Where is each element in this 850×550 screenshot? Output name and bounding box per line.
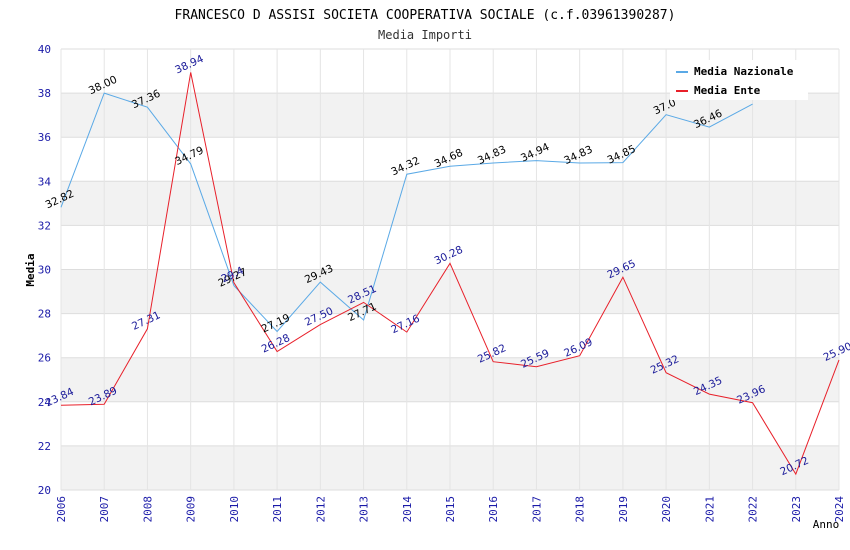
data-label-media-nazionale: 34.83 [562, 143, 594, 167]
chart-title: FRANCESCO D ASSISI SOCIETA COOPERATIVA S… [175, 8, 676, 23]
y-tick-label: 26 [38, 352, 51, 365]
x-tick-label: 2016 [487, 496, 500, 523]
x-axis-ticks: 2006 2007 2008 2009 2010 2011 2012 2013 2014 2015… [55, 496, 846, 523]
x-tick-label: 2019 [617, 496, 630, 523]
x-tick-label: 2024 [833, 496, 846, 523]
y-axis-ticks: 20 22 24 26 28 30 32 34 36 38 40 [38, 43, 52, 497]
y-tick-label: 20 [38, 484, 51, 497]
legend: Media Nazionale Media Ente [670, 60, 808, 100]
x-tick-label: 2007 [98, 496, 111, 523]
data-label-media-ente: 27.16 [389, 312, 422, 336]
x-tick-label: 2014 [401, 496, 414, 523]
data-label-media-ente: 38.94 [173, 53, 206, 77]
x-tick-label: 2023 [790, 496, 803, 523]
y-tick-label: 24 [38, 396, 52, 409]
series-lines [60, 72, 840, 476]
x-axis-label: Anno [813, 518, 840, 531]
gridlines [60, 48, 840, 491]
data-label-media-ente: 30.28 [433, 244, 465, 268]
y-tick-label: 28 [38, 308, 51, 321]
legend-label-media-ente: Media Ente [694, 84, 761, 97]
x-tick-label: 2008 [141, 496, 154, 523]
legend-label-media-nazionale: Media Nazionale [694, 65, 794, 78]
x-tick-label: 2018 [574, 496, 587, 523]
x-tick-label: 2021 [703, 496, 716, 523]
y-tick-label: 32 [38, 219, 51, 232]
y-tick-label: 30 [38, 264, 51, 277]
data-label-media-ente: 23.84 [44, 386, 77, 410]
x-tick-label: 2009 [185, 496, 198, 523]
data-label-media-nazionale: 27.19 [260, 312, 292, 336]
x-tick-label: 2017 [530, 496, 543, 523]
x-tick-label: 2006 [55, 496, 68, 523]
y-tick-label: 38 [38, 87, 51, 100]
x-tick-label: 2011 [271, 496, 284, 523]
x-tick-label: 2010 [228, 496, 241, 523]
x-tick-label: 2020 [660, 496, 673, 523]
y-tick-label: 36 [38, 131, 51, 144]
y-tick-label: 34 [38, 175, 52, 188]
x-tick-label: 2013 [358, 496, 371, 523]
y-tick-label: 22 [38, 440, 51, 453]
x-tick-label: 2022 [747, 496, 760, 523]
x-tick-label: 2015 [444, 496, 457, 523]
data-label-media-nazionale: 34.32 [389, 155, 421, 179]
chart-subtitle: Media Importi [378, 28, 472, 42]
series-line-media-nazionale [60, 92, 753, 333]
legend-box [670, 60, 808, 100]
y-tick-label: 40 [38, 43, 51, 56]
x-tick-label: 2012 [314, 496, 327, 523]
series-line-media-ente [60, 72, 840, 476]
y-axis-label: Media [24, 253, 37, 286]
